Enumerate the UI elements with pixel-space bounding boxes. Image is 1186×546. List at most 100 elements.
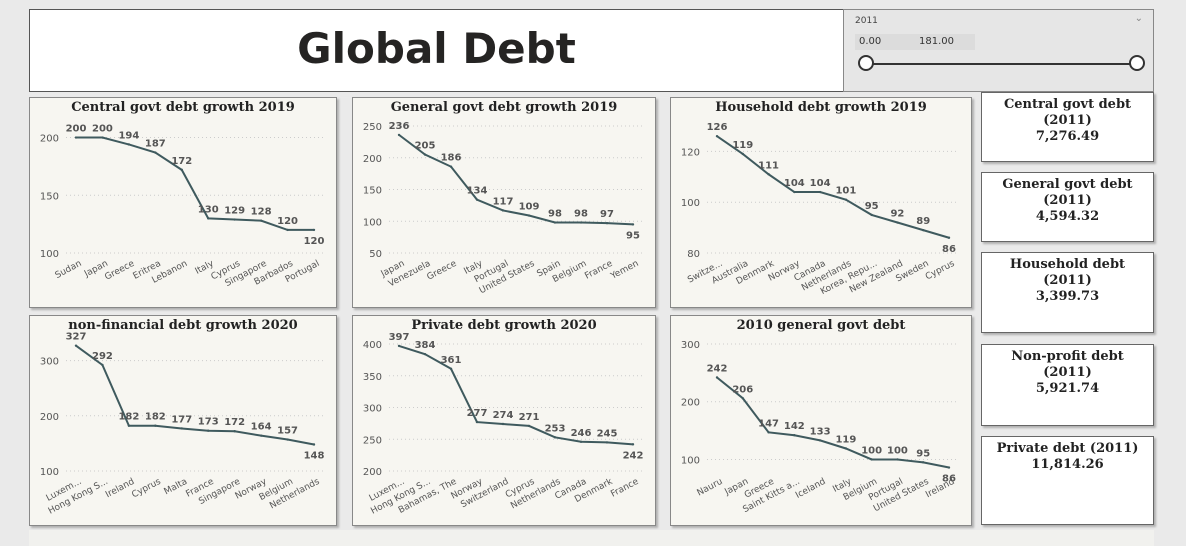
data-point (449, 165, 453, 168)
slicer-track[interactable] (866, 63, 1138, 65)
y-tick-label: 200 (40, 412, 59, 423)
data-label: 89 (916, 216, 930, 227)
series-line (75, 344, 315, 446)
y-tick-label: 400 (363, 340, 382, 351)
x-tick-label: France (609, 477, 641, 500)
chart-title: 2010 general govt debt (736, 318, 906, 333)
data-label: 194 (118, 130, 139, 141)
data-label: 120 (277, 216, 298, 227)
data-point (579, 221, 583, 224)
data-label: 133 (810, 426, 831, 437)
data-point (844, 447, 848, 450)
chart-title: Private debt growth 2020 (411, 318, 597, 333)
line-chart: 50 100 150 200 250 236 205 186 134 117 109 98 98 97 95… (363, 121, 643, 296)
data-point (101, 363, 104, 367)
data-label: 134 (467, 186, 488, 197)
data-point (74, 344, 78, 347)
y-tick-label: 200 (40, 134, 59, 145)
data-label: 95 (865, 201, 879, 212)
y-tick-label: 200 (363, 467, 382, 478)
page-title: Global Debt (297, 24, 576, 73)
chart-non-financial-2020: non-financial debt growth 2020 100 200 300… (29, 315, 337, 526)
data-point (286, 438, 289, 441)
card-household-debt: Household debt (2011) 3,399.73 (981, 252, 1154, 333)
data-label: 206 (732, 384, 753, 395)
x-tick-label: Greece (425, 259, 458, 283)
data-label: 245 (597, 428, 618, 439)
data-label: 292 (92, 351, 113, 362)
y-tick-label: 100 (40, 249, 59, 260)
data-point (922, 228, 925, 232)
data-point (475, 420, 479, 424)
data-label: 86 (942, 244, 956, 255)
data-point (631, 443, 635, 446)
data-point (870, 213, 873, 217)
data-label: 98 (548, 209, 562, 220)
data-point (767, 431, 770, 434)
data-point (553, 221, 557, 224)
data-point (741, 152, 744, 156)
data-label: 253 (545, 423, 566, 434)
data-label: 200 (92, 124, 113, 135)
data-point (527, 424, 531, 428)
data-label: 148 (304, 450, 325, 461)
data-label: 128 (251, 207, 272, 218)
data-point (397, 344, 401, 348)
line-chart: 200 250 300 350 400 397 384 361 277 274 271 253 246 2… (363, 332, 644, 517)
data-label: 205 (415, 141, 436, 152)
y-tick-label: 300 (681, 340, 700, 351)
card-value: 4,594.32 (1035, 209, 1100, 224)
data-point (475, 198, 479, 201)
slicer-max-input[interactable]: 181.00 (915, 34, 975, 50)
x-tick-label: Ireland (924, 477, 956, 500)
y-tick-label: 200 (363, 154, 382, 165)
year-range-slicer[interactable]: 2011 ⌄ 0.00 181.00 (843, 9, 1154, 92)
y-tick-label: 100 (681, 198, 700, 209)
chevron-down-icon[interactable]: ⌄ (1134, 13, 1143, 24)
data-point (501, 209, 505, 212)
data-label: 101 (835, 186, 856, 197)
data-label: 177 (171, 414, 192, 425)
chart-private-2020: Private debt growth 2020 200 250 300 350 400… (352, 315, 656, 526)
card-private-debt: Private debt (2011) 11,814.26 (981, 436, 1154, 525)
slicer-max-handle[interactable] (1129, 55, 1145, 71)
card-non-profit-debt: Non-profit debt (2011) 5,921.74 (981, 344, 1154, 426)
slicer-min-handle[interactable] (858, 55, 874, 71)
data-label: 182 (145, 412, 166, 423)
data-label: 109 (519, 202, 540, 213)
data-label: 200 (66, 124, 87, 135)
line-chart: 100 150 200 200 200 194 187 172 130 129 128 120 120 S… (40, 124, 325, 289)
slicer-min-input[interactable]: 0.00 (855, 34, 915, 50)
data-point (74, 136, 78, 139)
chart-household-2019: Household debt growth 2019 80 100 120 126 11… (670, 97, 972, 308)
data-label: 129 (224, 206, 245, 217)
data-label: 104 (810, 178, 831, 189)
card-value: 5,921.74 (1035, 381, 1100, 396)
card-value: 11,814.26 (1031, 457, 1104, 472)
card-label: Central govt debt (2011) (1003, 97, 1132, 128)
series-line (76, 136, 314, 231)
y-tick-label: 100 (40, 467, 59, 478)
data-label: 242 (623, 450, 644, 461)
data-point (947, 236, 951, 239)
data-point (127, 143, 131, 146)
y-tick-label: 150 (363, 186, 382, 197)
x-tick-label: Ireland (104, 477, 136, 500)
data-label: 119 (835, 434, 856, 445)
data-label: 242 (707, 363, 728, 374)
data-point (553, 436, 557, 439)
data-label: 119 (732, 140, 753, 151)
title-banner: Global Debt (29, 9, 844, 92)
data-label: 186 (441, 153, 462, 164)
line-chart: 100 200 300 242 206 147 142 133 119 100 100 95 86 Nau… (681, 340, 959, 515)
chart-title: non-financial debt growth 2020 (68, 318, 298, 333)
data-label: 95 (916, 448, 930, 459)
chart-title: Household debt growth 2019 (715, 100, 927, 115)
data-point (715, 134, 719, 138)
data-label: 130 (198, 204, 219, 215)
data-point (870, 458, 873, 461)
data-point (259, 219, 263, 222)
y-tick-label: 300 (363, 404, 382, 415)
data-label: 142 (784, 421, 805, 432)
